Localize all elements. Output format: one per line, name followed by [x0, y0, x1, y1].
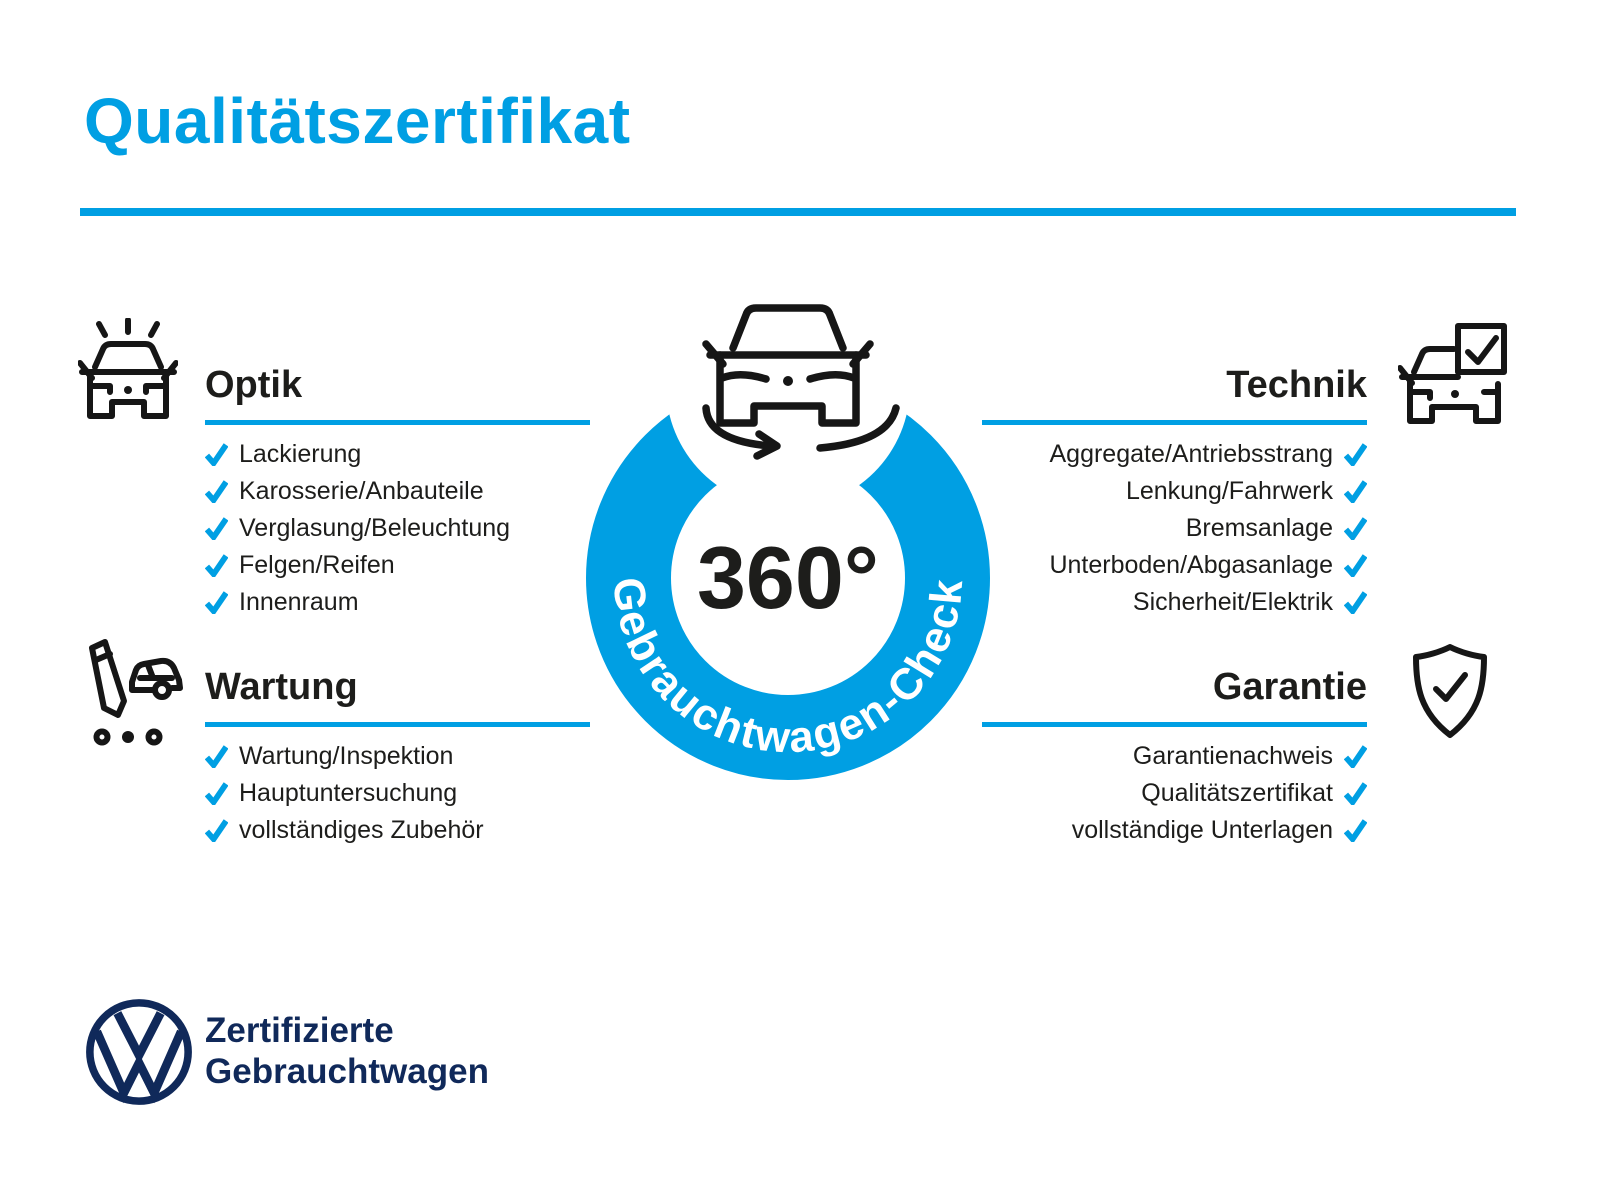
- list-item: Qualitätszertifikat: [982, 780, 1367, 806]
- wartung-checklist: Wartung/Inspektion Hauptuntersuchung vol…: [205, 743, 590, 843]
- section-title-wartung: Wartung: [205, 666, 358, 708]
- section-divider: [205, 420, 590, 425]
- check-icon: [205, 442, 228, 466]
- list-item: Bremsanlage: [982, 515, 1367, 541]
- footer-line2: Gebrauchtwagen: [205, 1052, 489, 1091]
- check-icon: [1344, 479, 1367, 503]
- list-item-label: Felgen/Reifen: [239, 551, 395, 579]
- list-item: Unterboden/Abgasanlage: [982, 552, 1367, 578]
- list-item: Felgen/Reifen: [205, 552, 590, 578]
- title-divider: [80, 208, 1516, 216]
- list-item-label: Innenraum: [239, 588, 359, 616]
- section-title-optik: Optik: [205, 364, 303, 406]
- 360-badge: Gebrauchtwagen-Check 360°: [558, 264, 1018, 788]
- list-item-label: Karosserie/Anbauteile: [239, 477, 484, 505]
- list-item: Garantienachweis: [982, 743, 1367, 769]
- check-icon: [1344, 516, 1367, 540]
- section-wartung: Wartung Wartung/Inspektion Hauptuntersuc…: [205, 664, 590, 854]
- car-shine-icon: [78, 318, 178, 419]
- list-item-label: Wartung/Inspektion: [239, 742, 454, 770]
- check-icon: [205, 744, 228, 768]
- list-item-label: Sicherheit/Elektrik: [1132, 588, 1333, 616]
- list-item-label: Qualitätszertifikat: [1141, 779, 1333, 807]
- list-item: Innenraum: [205, 589, 590, 615]
- vw-logo: [86, 999, 192, 1105]
- check-icon: [205, 781, 228, 805]
- check-icon: [205, 818, 228, 842]
- list-item: Verglasung/Beleuchtung: [205, 515, 590, 541]
- check-icon: [205, 479, 228, 503]
- list-item-label: Garantienachweis: [1132, 742, 1333, 770]
- footer-wordmark: Zertifizierte Gebrauchtwagen: [205, 1010, 489, 1092]
- check-icon: [1344, 553, 1367, 577]
- section-title-technik: Technik: [1226, 364, 1367, 406]
- list-item-label: vollständiges Zubehör: [239, 816, 484, 844]
- list-item-label: Unterboden/Abgasanlage: [1049, 551, 1333, 579]
- check-icon: [1344, 590, 1367, 614]
- check-icon: [1344, 442, 1367, 466]
- list-item-label: Verglasung/Beleuchtung: [239, 514, 511, 542]
- section-technik: Technik Aggregate/Antriebsstrang Lenkung…: [982, 362, 1367, 626]
- check-icon: [205, 590, 228, 614]
- check-icon: [1344, 818, 1367, 842]
- list-item-label: Hauptuntersuchung: [239, 779, 458, 807]
- page-title: Qualitätszertifikat: [84, 85, 631, 157]
- list-item: vollständige Unterlagen: [982, 817, 1367, 843]
- car-checkbox-icon: [1398, 323, 1507, 424]
- degrees-label: 360°: [697, 528, 879, 627]
- list-item-label: Bremsanlage: [1185, 514, 1333, 542]
- check-icon: [205, 553, 228, 577]
- list-item: Hauptuntersuchung: [205, 780, 590, 806]
- pencil-car-icon: [89, 639, 183, 746]
- footer-line1: Zertifizierte: [205, 1011, 394, 1050]
- check-icon: [205, 516, 228, 540]
- section-divider: [205, 722, 590, 727]
- list-item: Aggregate/Antriebsstrang: [982, 441, 1367, 467]
- list-item-label: Lackierung: [239, 440, 362, 468]
- list-item: Sicherheit/Elektrik: [982, 589, 1367, 615]
- check-icon: [1344, 744, 1367, 768]
- list-item-label: Lenkung/Fahrwerk: [1125, 477, 1333, 505]
- optik-checklist: Lackierung Karosserie/Anbauteile Verglas…: [205, 441, 590, 615]
- section-title-garantie: Garantie: [1212, 666, 1367, 708]
- section-divider: [982, 722, 1367, 727]
- list-item: Karosserie/Anbauteile: [205, 478, 590, 504]
- section-garantie: Garantie Garantienachweis Qualitätszerti…: [982, 664, 1367, 854]
- technik-checklist: Aggregate/Antriebsstrang Lenkung/Fahrwer…: [982, 441, 1367, 615]
- list-item: vollständiges Zubehör: [205, 817, 590, 843]
- check-icon: [1344, 781, 1367, 805]
- list-item: Lenkung/Fahrwerk: [982, 478, 1367, 504]
- list-item-label: Aggregate/Antriebsstrang: [1049, 440, 1333, 468]
- list-item-label: vollständige Unterlagen: [1071, 816, 1333, 844]
- garantie-checklist: Garantienachweis Qualitätszertifikat vol…: [982, 743, 1367, 843]
- section-divider: [982, 420, 1367, 425]
- list-item: Wartung/Inspektion: [205, 743, 590, 769]
- section-optik: Optik Lackierung Karosserie/Anbauteile V…: [205, 362, 590, 626]
- shield-check-icon: [1413, 644, 1487, 738]
- list-item: Lackierung: [205, 441, 590, 467]
- car-rotation-icon: [702, 304, 900, 460]
